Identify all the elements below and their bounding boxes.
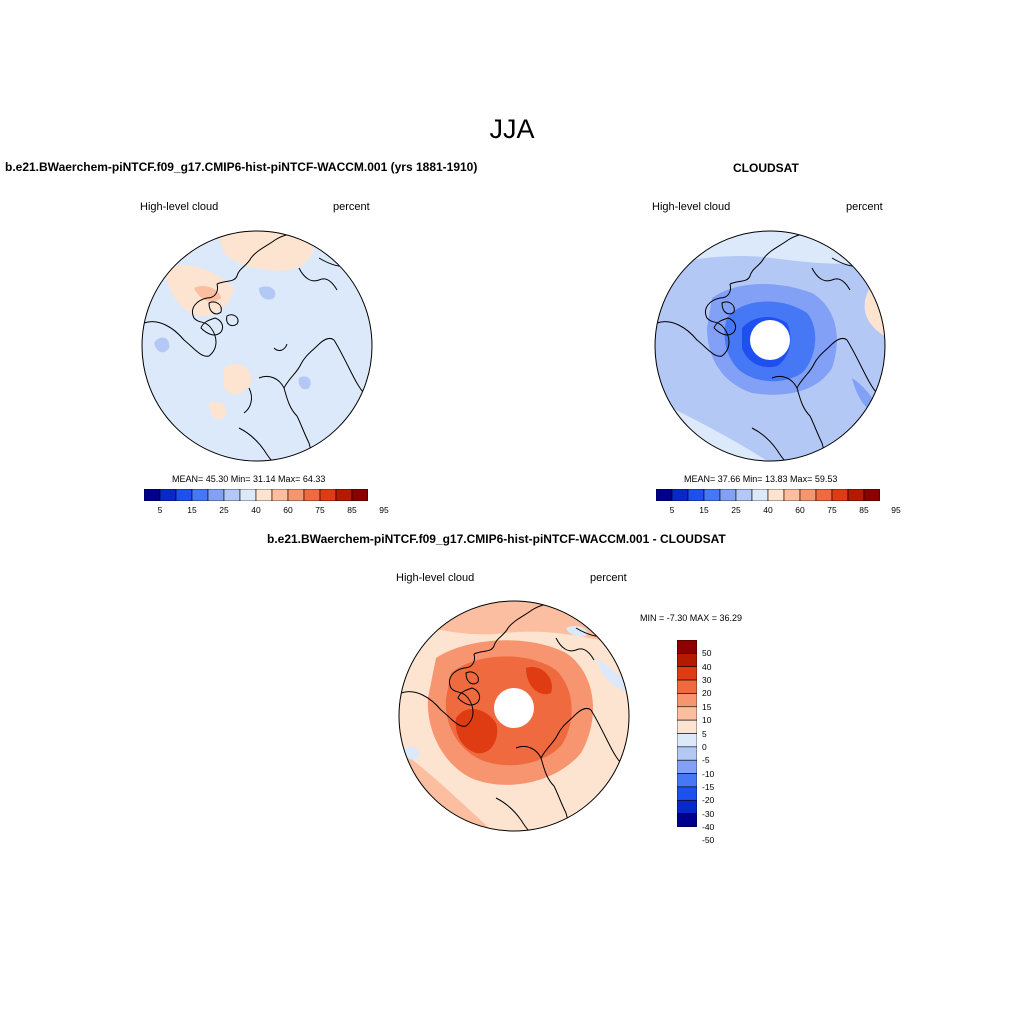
obs-colorbar-tick-label: 40 xyxy=(763,505,773,515)
diff-colorbar-box xyxy=(676,706,698,721)
diff-colorbar xyxy=(676,639,698,828)
obs-colorbar-box xyxy=(815,488,833,502)
diff-colorbar-swatches xyxy=(676,639,698,828)
diff-colorbar-box xyxy=(676,746,698,761)
diff-colorbar-box xyxy=(676,679,698,694)
diff-colorbar-tick-label: -30 xyxy=(702,808,715,819)
model-colorbar-tick-label: 85 xyxy=(347,505,357,515)
diff-colorbar-box xyxy=(676,666,698,681)
diff-colorbar-ticks: 50 40 30 20 15 10 5 0 -5 -10 -15 -20 -30 -40 -50 xyxy=(702,640,742,845)
diff-colorbar-tick-label: -20 xyxy=(702,795,715,806)
diff-panel-title: b.e21.BWaerchem-piNTCF.f09_g17.CMIP6-his… xyxy=(267,532,726,546)
model-colorbar-box xyxy=(191,488,209,502)
obs-colorbar-box xyxy=(687,488,705,502)
obs-colorbar-box xyxy=(799,488,817,502)
diff-colorbar-tick-label: -40 xyxy=(702,822,715,832)
diff-colorbar-tick-label: 40 xyxy=(702,661,712,672)
diff-colorbar-box xyxy=(676,773,698,788)
obs-polar-map xyxy=(654,230,886,462)
model-colorbar-tick-label: 15 xyxy=(187,505,197,515)
diff-polar-map xyxy=(398,600,630,832)
obs-colorbar-box xyxy=(703,488,721,502)
model-colorbar-ticks: 5 15 25 40 60 75 85 95 xyxy=(144,505,389,517)
figure-title: JJA xyxy=(489,114,535,144)
obs-colorbar-box xyxy=(671,488,689,502)
obs-colorbar-box xyxy=(831,488,849,502)
diff-variable-label: High-level cloud xyxy=(396,572,475,584)
model-colorbar-tick-label: 25 xyxy=(219,505,229,515)
obs-colorbar-tick-label: 85 xyxy=(859,505,869,515)
diff-colorbar-box xyxy=(676,719,698,734)
model-panel-title: b.e21.BWaerchem-piNTCF.f09_g17.CMIP6-his… xyxy=(5,160,478,174)
obs-colorbar-tick-label: 95 xyxy=(891,505,901,515)
diff-colorbar-box xyxy=(676,786,698,801)
obs-units-label: percent xyxy=(846,201,883,213)
obs-colorbar-box xyxy=(783,488,801,502)
model-colorbar-box xyxy=(271,488,289,502)
diff-colorbar-box xyxy=(676,639,698,654)
diff-colorbar-tick-label: -50 xyxy=(702,835,715,846)
model-colorbar-box xyxy=(239,488,257,502)
model-colorbar-box xyxy=(143,488,161,502)
model-colorbar-box xyxy=(223,488,241,502)
diff-colorbar-tick-label: -15 xyxy=(702,781,715,792)
diff-colorbar-tick-label: 5 xyxy=(702,728,707,739)
obs-colorbar-swatches xyxy=(655,488,881,502)
obs-stats: MEAN= 37.66 Min= 13.83 Max= 59.53 xyxy=(684,474,838,484)
diff-colorbar-tick-label: 10 xyxy=(702,715,712,726)
obs-colorbar-box xyxy=(655,488,673,502)
diff-colorbar-box xyxy=(676,813,698,828)
model-colorbar-box xyxy=(207,488,225,502)
model-colorbar-box xyxy=(303,488,321,502)
obs-colorbar-box xyxy=(751,488,769,502)
model-colorbar-tick-label: 5 xyxy=(157,505,163,515)
model-colorbar-box xyxy=(255,488,273,502)
diff-colorbar-tick-label: 0 xyxy=(702,741,707,752)
model-variable-label: High-level cloud xyxy=(140,201,219,213)
diff-colorbar-box xyxy=(676,759,698,774)
model-colorbar-box xyxy=(351,488,369,502)
obs-colorbar-box xyxy=(719,488,737,502)
obs-colorbar-tick-label: 25 xyxy=(731,505,741,515)
diff-colorbar-box xyxy=(676,653,698,668)
obs-variable-label: High-level cloud xyxy=(652,201,731,213)
diff-colorbar-box xyxy=(676,693,698,708)
model-colorbar xyxy=(143,488,369,502)
obs-colorbar-box xyxy=(847,488,865,502)
obs-colorbar-ticks: 5 15 25 40 60 75 85 95 xyxy=(656,505,901,517)
diff-colorbar-box xyxy=(676,733,698,748)
diff-colorbar-box xyxy=(676,799,698,814)
obs-colorbar-box xyxy=(735,488,753,502)
model-colorbar-swatches xyxy=(143,488,369,502)
model-stats: MEAN= 45.30 Min= 31.14 Max= 64.33 xyxy=(172,474,326,484)
model-colorbar-tick-label: 60 xyxy=(283,505,293,515)
diff-colorbar-tick-label: 30 xyxy=(702,675,712,686)
obs-colorbar-tick-label: 60 xyxy=(795,505,805,515)
model-colorbar-box xyxy=(287,488,305,502)
diff-stats: MIN = -7.30 MAX = 36.29 xyxy=(640,613,743,623)
obs-panel-title: CLOUDSAT xyxy=(733,161,799,175)
diff-units-label: percent xyxy=(590,572,627,584)
obs-colorbar-tick-label: 15 xyxy=(699,505,709,515)
obs-colorbar-box xyxy=(767,488,785,502)
obs-colorbar-tick-label: 75 xyxy=(827,505,837,515)
model-colorbar-tick-label: 75 xyxy=(315,505,325,515)
diff-colorbar-tick-label: 15 xyxy=(702,701,712,712)
diff-colorbar-tick-label: 20 xyxy=(702,688,712,699)
obs-colorbar xyxy=(655,488,881,502)
model-colorbar-box xyxy=(319,488,337,502)
model-colorbar-box xyxy=(335,488,353,502)
model-colorbar-box xyxy=(175,488,193,502)
obs-colorbar-box xyxy=(863,488,881,502)
diff-colorbar-tick-label: -10 xyxy=(702,768,715,779)
model-polar-map xyxy=(141,230,373,462)
model-colorbar-tick-label: 40 xyxy=(251,505,261,515)
model-units-label: percent xyxy=(333,201,370,213)
diff-colorbar-tick-label: 50 xyxy=(702,648,712,659)
model-colorbar-box xyxy=(159,488,177,502)
model-colorbar-tick-label: 95 xyxy=(379,505,389,515)
diff-colorbar-tick-label: -5 xyxy=(702,755,710,766)
obs-colorbar-tick-label: 5 xyxy=(669,505,675,515)
